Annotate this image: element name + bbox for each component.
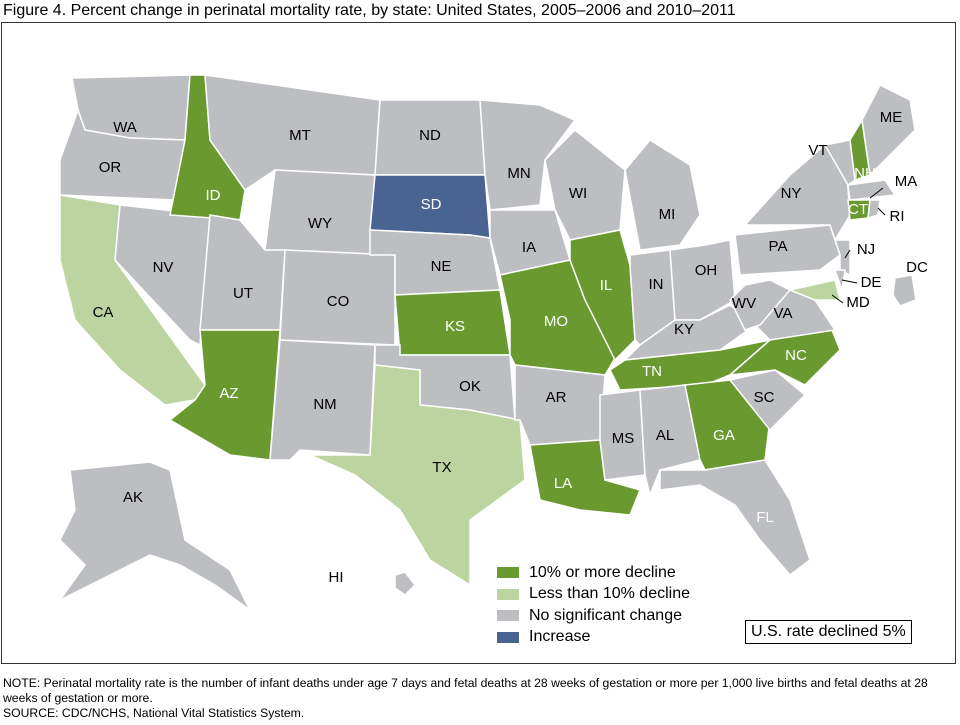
label-RI: RI	[890, 208, 905, 225]
label-AR: AR	[546, 389, 567, 406]
label-ID: ID	[206, 187, 221, 204]
label-DC: DC	[906, 259, 928, 276]
label-MD: MD	[846, 294, 869, 311]
legend-label: Less than 10% decline	[529, 585, 690, 603]
label-HI: HI	[329, 569, 344, 586]
state-MI	[624, 139, 701, 251]
state-PA	[734, 224, 841, 276]
label-PA: PA	[769, 238, 788, 255]
legend: 10% or more decline Less than 10% declin…	[497, 562, 690, 648]
legend-swatch	[497, 588, 519, 600]
state-shapes	[59, 74, 917, 611]
figure-title: Figure 4. Percent change in perinatal mo…	[3, 2, 736, 19]
state-WI	[544, 128, 626, 241]
leader-lines	[831, 187, 886, 304]
legend-label: No significant change	[529, 606, 682, 624]
state-MD	[787, 279, 841, 301]
label-ND: ND	[419, 127, 441, 144]
label-DE: DE	[861, 274, 882, 291]
state-FL	[659, 459, 811, 577]
label-CT: CT	[848, 201, 868, 218]
label-IL: IL	[600, 277, 613, 294]
label-UT: UT	[233, 285, 253, 302]
state-MN	[479, 99, 577, 211]
source-text: SOURCE: CDC/NCHS, National Vital Statist…	[3, 706, 305, 720]
label-NV: NV	[153, 259, 174, 276]
legend-swatch	[497, 631, 519, 643]
label-FL: FL	[756, 509, 774, 526]
label-NJ: NJ	[857, 241, 875, 258]
label-MO: MO	[544, 313, 568, 330]
state-DC	[892, 274, 917, 307]
label-MI: MI	[659, 206, 676, 223]
label-WV: WV	[732, 295, 756, 312]
state-MA	[847, 179, 897, 201]
label-OK: OK	[459, 378, 481, 395]
legend-item-less-than-ten-decline: Less than 10% decline	[497, 584, 690, 606]
legend-swatch	[497, 567, 519, 579]
us-rate-box: U.S. rate declined 5%	[745, 620, 912, 644]
legend-item-no-change: No significant change	[497, 605, 690, 627]
state-HI	[394, 571, 416, 596]
label-GA: GA	[713, 427, 735, 444]
label-IN: IN	[649, 276, 664, 293]
label-SC: SC	[754, 389, 775, 406]
label-OH: OH	[695, 262, 718, 279]
state-RI	[867, 199, 881, 220]
legend-item-increase: Increase	[497, 627, 690, 649]
label-MS: MS	[612, 430, 635, 447]
label-AK: AK	[123, 489, 143, 506]
label-VA: VA	[774, 305, 793, 322]
legend-item-ten-or-more-decline: 10% or more decline	[497, 562, 690, 584]
label-MT: MT	[289, 127, 311, 144]
label-MN: MN	[507, 165, 530, 182]
label-TX: TX	[432, 459, 451, 476]
label-VT: VT	[808, 142, 827, 159]
label-NC: NC	[785, 347, 807, 364]
state-AK	[59, 461, 251, 611]
map-frame	[1, 22, 956, 664]
state-MS	[599, 389, 646, 481]
label-ME: ME	[880, 109, 903, 126]
state-WY	[264, 169, 376, 256]
footnote: NOTE: Perinatal mortality rate is the nu…	[3, 676, 953, 721]
label-NM: NM	[313, 396, 336, 413]
label-NH: NH	[854, 165, 876, 182]
label-NY: NY	[781, 185, 802, 202]
state-ME	[861, 83, 916, 177]
label-SD: SD	[421, 196, 442, 213]
state-SC	[728, 369, 807, 432]
label-MA: MA	[895, 173, 918, 190]
legend-label: 10% or more decline	[529, 563, 676, 581]
legend-swatch	[497, 610, 519, 622]
label-WA: WA	[113, 119, 137, 136]
state-IL	[569, 229, 636, 362]
label-TN: TN	[642, 363, 662, 380]
label-OR: OR	[99, 159, 122, 176]
label-WI: WI	[569, 185, 587, 202]
note-text: NOTE: Perinatal mortality rate is the nu…	[3, 676, 928, 705]
label-AZ: AZ	[219, 385, 238, 402]
state-TX	[309, 364, 526, 587]
label-IA: IA	[522, 239, 536, 256]
label-KS: KS	[445, 318, 465, 335]
label-AL: AL	[656, 427, 674, 444]
legend-label: Increase	[529, 628, 591, 646]
label-CO: CO	[327, 293, 350, 310]
label-NE: NE	[431, 258, 452, 275]
label-WY: WY	[308, 215, 332, 232]
label-LA: LA	[554, 475, 572, 492]
label-KY: KY	[674, 321, 694, 338]
state-labels: WA OR CA NV ID MT WY UT CO AZ NM ND SD N…	[93, 109, 928, 586]
label-CA: CA	[93, 304, 114, 321]
